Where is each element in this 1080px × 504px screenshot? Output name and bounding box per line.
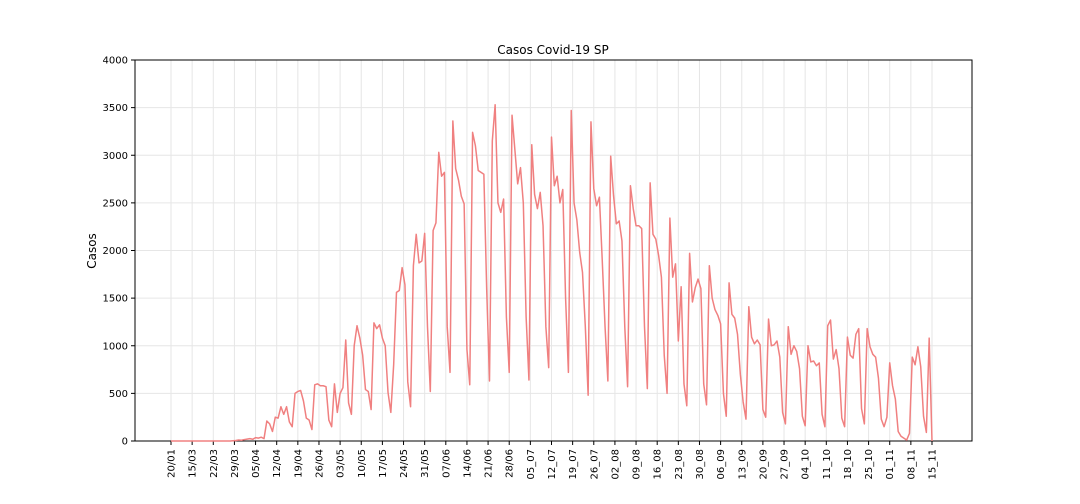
x-tick-label: 30_08 <box>695 449 706 479</box>
x-tick-label: 27_09 <box>780 449 791 479</box>
x-tick-label: 24/05 <box>399 449 410 478</box>
x-tick-label: 10/05 <box>357 449 368 478</box>
chart-title: Casos Covid-19 SP <box>497 43 608 57</box>
y-tick-label: 500 <box>109 389 128 400</box>
x-tick-label: 23_08 <box>674 449 685 479</box>
series-group <box>171 104 933 442</box>
x-tick-label: 28/06 <box>505 449 516 478</box>
x-tick-label: 03/05 <box>336 449 347 478</box>
x-tick-label: 06_09 <box>716 449 727 479</box>
y-tick-label: 0 <box>122 437 128 448</box>
x-tick-label: 31/05 <box>420 449 431 478</box>
x-tick-label: 12_07 <box>547 449 558 479</box>
x-tick-label: 01_11 <box>885 449 896 479</box>
x-tick-label: 08_11 <box>906 449 917 479</box>
x-tick-label: 11_10 <box>822 449 833 479</box>
x-tick-label: 07/06 <box>441 449 452 478</box>
x-tick-label: 20/01 <box>167 449 178 478</box>
x-tick-label: 18_10 <box>843 449 854 479</box>
x-tick-label: 15_11 <box>928 449 939 479</box>
x-tick-label: 20_09 <box>758 449 769 479</box>
y-axis-ticks: 0 500 1000 1500 2000 2500 3000 3500 4000 <box>103 56 135 448</box>
series-line <box>171 104 933 442</box>
x-tick-label: 25_10 <box>864 449 875 479</box>
y-tick-label: 2500 <box>103 198 128 209</box>
x-tick-label: 22/03 <box>209 449 220 478</box>
x-tick-label: 29/03 <box>230 449 241 478</box>
x-tick-label: 26/04 <box>314 449 325 478</box>
x-tick-label: 04_10 <box>801 449 812 479</box>
y-tick-label: 3500 <box>103 103 128 114</box>
x-tick-label: 16_08 <box>653 449 664 479</box>
y-tick-label: 1000 <box>103 341 128 352</box>
x-tick-label: 13_09 <box>737 449 748 479</box>
x-tick-label: 15/03 <box>188 449 199 478</box>
x-tick-label: 14/06 <box>462 449 473 478</box>
y-tick-label: 1500 <box>103 294 128 305</box>
y-tick-label: 2000 <box>103 246 128 257</box>
x-tick-label: 05/04 <box>251 449 262 478</box>
x-tick-label: 05_07 <box>526 449 537 479</box>
x-tick-label: 12/04 <box>272 449 283 478</box>
y-tick-label: 3000 <box>103 151 128 162</box>
x-tick-label: 19_07 <box>568 449 579 479</box>
x-axis-ticks: 20/01 15/03 22/03 29/03 05/04 12/04 19/04 26/04… <box>167 441 939 479</box>
y-axis-label: Casos <box>85 233 99 269</box>
y-tick-label: 4000 <box>103 56 128 67</box>
x-tick-label: 17/05 <box>378 449 389 478</box>
grid-lines <box>135 59 972 442</box>
x-tick-label: 02_08 <box>610 449 621 479</box>
x-tick-label: 09_08 <box>632 449 643 479</box>
x-tick-label: 26_07 <box>589 449 600 479</box>
x-tick-label: 19/04 <box>293 449 304 478</box>
x-tick-label: 21/06 <box>484 449 495 478</box>
